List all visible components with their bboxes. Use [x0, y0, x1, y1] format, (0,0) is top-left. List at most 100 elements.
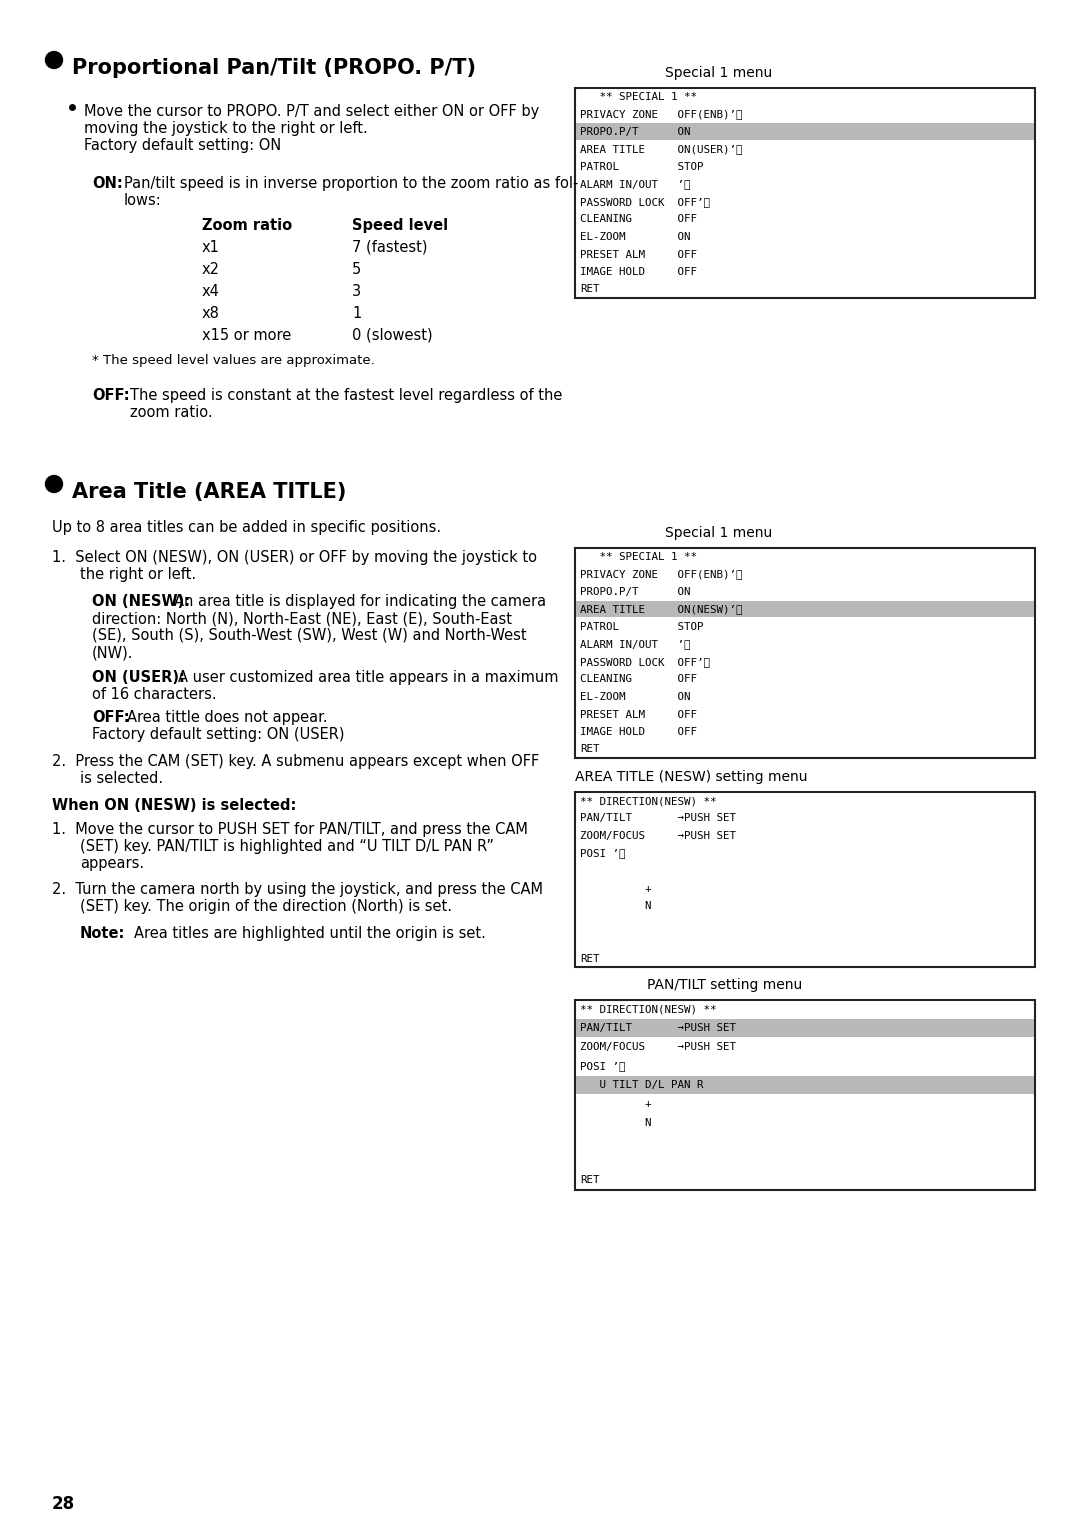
FancyBboxPatch shape	[576, 1019, 1034, 1038]
Text: EL-ZOOM        ON: EL-ZOOM ON	[580, 232, 690, 243]
Text: OFF:: OFF:	[92, 388, 130, 403]
Text: moving the joystick to the right or left.: moving the joystick to the right or left…	[84, 121, 368, 136]
Text: appears.: appears.	[80, 856, 144, 871]
Circle shape	[45, 52, 63, 69]
Text: the right or left.: the right or left.	[80, 568, 197, 581]
Text: Note:: Note:	[80, 926, 125, 942]
Text: IMAGE HOLD     OFF: IMAGE HOLD OFF	[580, 726, 697, 737]
Text: N: N	[580, 1119, 651, 1128]
Text: of 16 characters.: of 16 characters.	[92, 687, 217, 702]
Text: Area Title (AREA TITLE): Area Title (AREA TITLE)	[72, 482, 347, 502]
Text: * The speed level values are approximate.: * The speed level values are approximate…	[92, 354, 375, 366]
Text: RET: RET	[580, 284, 599, 295]
Text: 7 (fastest): 7 (fastest)	[352, 240, 428, 255]
Text: PAN/TILT       →PUSH SET: PAN/TILT →PUSH SET	[580, 813, 735, 824]
Text: PAN/TILT setting menu: PAN/TILT setting menu	[647, 978, 802, 992]
Text: Proportional Pan/Tilt (PROPO. P/T): Proportional Pan/Tilt (PROPO. P/T)	[72, 58, 476, 78]
Text: ** DIRECTION(NESW) **: ** DIRECTION(NESW) **	[580, 1004, 716, 1013]
Text: Speed level: Speed level	[352, 218, 448, 233]
Text: RET: RET	[580, 954, 599, 963]
Text: is selected.: is selected.	[80, 771, 163, 786]
Text: ** DIRECTION(NESW) **: ** DIRECTION(NESW) **	[580, 797, 716, 806]
Text: OFF:: OFF:	[92, 710, 130, 725]
Text: 1.  Select ON (NESW), ON (USER) or OFF by moving the joystick to: 1. Select ON (NESW), ON (USER) or OFF by…	[52, 549, 537, 565]
Text: x4: x4	[202, 284, 220, 299]
Text: ALARM IN/OUT   ’⑃: ALARM IN/OUT ’⑃	[580, 639, 690, 650]
Text: PATROL         STOP: PATROL STOP	[580, 623, 703, 632]
Text: U TILT D/L PAN R: U TILT D/L PAN R	[580, 1080, 703, 1090]
Text: N: N	[580, 900, 651, 911]
Text: direction: North (N), North-East (NE), East (E), South-East: direction: North (N), North-East (NE), E…	[92, 610, 512, 626]
FancyBboxPatch shape	[576, 601, 1034, 617]
Text: 1.  Move the cursor to PUSH SET for PAN/TILT, and press the CAM: 1. Move the cursor to PUSH SET for PAN/T…	[52, 823, 528, 836]
Text: Area titles are highlighted until the origin is set.: Area titles are highlighted until the or…	[134, 926, 486, 942]
Text: A user customized area title appears in a maximum: A user customized area title appears in …	[178, 670, 558, 685]
Text: ALARM IN/OUT   ’⑃: ALARM IN/OUT ’⑃	[580, 180, 690, 189]
Text: IMAGE HOLD     OFF: IMAGE HOLD OFF	[580, 267, 697, 278]
Text: Factory default setting: ON (USER): Factory default setting: ON (USER)	[92, 726, 345, 742]
Text: Move the cursor to PROPO. P/T and select either ON or OFF by: Move the cursor to PROPO. P/T and select…	[84, 104, 539, 119]
Text: +: +	[580, 884, 651, 894]
FancyBboxPatch shape	[576, 124, 1034, 139]
Text: x8: x8	[202, 307, 220, 320]
Text: Pan/tilt speed is in inverse proportion to the zoom ratio as fol-: Pan/tilt speed is in inverse proportion …	[124, 175, 579, 191]
Text: AREA TITLE (NESW) setting menu: AREA TITLE (NESW) setting menu	[575, 771, 808, 784]
Text: ON:: ON:	[92, 175, 123, 191]
Text: CLEANING       OFF: CLEANING OFF	[580, 215, 697, 224]
FancyBboxPatch shape	[575, 89, 1035, 298]
Text: PROPO.P/T      ON: PROPO.P/T ON	[580, 588, 690, 597]
Text: (NW).: (NW).	[92, 645, 134, 661]
Text: An area title is displayed for indicating the camera: An area title is displayed for indicatin…	[174, 594, 546, 609]
Text: Special 1 menu: Special 1 menu	[665, 526, 772, 540]
Text: RET: RET	[580, 745, 599, 754]
Text: ON (NESW):: ON (NESW):	[92, 594, 190, 609]
Text: ** SPECIAL 1 **: ** SPECIAL 1 **	[580, 92, 697, 102]
Text: EL-ZOOM        ON: EL-ZOOM ON	[580, 691, 690, 702]
Text: POSI ’⑃: POSI ’⑃	[580, 848, 625, 859]
Text: x2: x2	[202, 262, 220, 278]
Text: The speed is constant at the fastest level regardless of the: The speed is constant at the fastest lev…	[130, 388, 563, 403]
Text: 1: 1	[352, 307, 361, 320]
Text: When ON (NESW) is selected:: When ON (NESW) is selected:	[52, 798, 296, 813]
Text: PRIVACY ZONE   OFF(ENB)’⑃: PRIVACY ZONE OFF(ENB)’⑃	[580, 569, 743, 580]
Text: PRIVACY ZONE   OFF(ENB)’⑃: PRIVACY ZONE OFF(ENB)’⑃	[580, 110, 743, 119]
Text: PATROL         STOP: PATROL STOP	[580, 162, 703, 172]
Text: Area tittle does not appear.: Area tittle does not appear.	[127, 710, 327, 725]
Text: RET: RET	[580, 1175, 599, 1186]
Text: 5: 5	[352, 262, 361, 278]
Text: CLEANING       OFF: CLEANING OFF	[580, 674, 697, 685]
Text: PASSWORD LOCK  OFF’⑃: PASSWORD LOCK OFF’⑃	[580, 197, 710, 208]
Text: Zoom ratio: Zoom ratio	[202, 218, 292, 233]
Text: x1: x1	[202, 240, 220, 255]
Text: 2.  Press the CAM (SET) key. A submenu appears except when OFF: 2. Press the CAM (SET) key. A submenu ap…	[52, 754, 539, 769]
Text: PASSWORD LOCK  OFF’⑃: PASSWORD LOCK OFF’⑃	[580, 658, 710, 667]
Text: x15 or more: x15 or more	[202, 328, 292, 343]
Text: AREA TITLE     ON(NESW)’⑃: AREA TITLE ON(NESW)’⑃	[580, 604, 743, 615]
Text: POSI ’⑃: POSI ’⑃	[580, 1061, 625, 1071]
FancyBboxPatch shape	[575, 792, 1035, 967]
Text: ZOOM/FOCUS     →PUSH SET: ZOOM/FOCUS →PUSH SET	[580, 832, 735, 841]
Text: 3: 3	[352, 284, 361, 299]
Text: ZOOM/FOCUS     →PUSH SET: ZOOM/FOCUS →PUSH SET	[580, 1042, 735, 1051]
Text: PROPO.P/T      ON: PROPO.P/T ON	[580, 127, 690, 137]
Text: Special 1 menu: Special 1 menu	[665, 66, 772, 79]
Circle shape	[45, 476, 63, 493]
Text: PRESET ALM     OFF: PRESET ALM OFF	[580, 710, 697, 719]
FancyBboxPatch shape	[576, 1076, 1034, 1094]
Text: 0 (slowest): 0 (slowest)	[352, 328, 433, 343]
Text: (SET) key. The origin of the direction (North) is set.: (SET) key. The origin of the direction (…	[80, 899, 453, 914]
Text: +: +	[580, 1099, 651, 1109]
FancyBboxPatch shape	[575, 1000, 1035, 1190]
Text: 28: 28	[52, 1495, 76, 1512]
Text: PRESET ALM     OFF: PRESET ALM OFF	[580, 249, 697, 259]
Text: ON (USER):: ON (USER):	[92, 670, 185, 685]
Text: Factory default setting: ON: Factory default setting: ON	[84, 137, 281, 153]
Text: PAN/TILT       →PUSH SET: PAN/TILT →PUSH SET	[580, 1022, 735, 1033]
Text: lows:: lows:	[124, 192, 162, 208]
Text: ** SPECIAL 1 **: ** SPECIAL 1 **	[580, 552, 697, 562]
Text: AREA TITLE     ON(USER)’⑃: AREA TITLE ON(USER)’⑃	[580, 145, 743, 154]
Text: Up to 8 area titles can be added in specific positions.: Up to 8 area titles can be added in spec…	[52, 520, 441, 536]
FancyBboxPatch shape	[575, 548, 1035, 758]
Text: zoom ratio.: zoom ratio.	[130, 404, 213, 420]
Text: (SET) key. PAN/TILT is highlighted and “U TILT D/L PAN R”: (SET) key. PAN/TILT is highlighted and “…	[80, 839, 494, 855]
